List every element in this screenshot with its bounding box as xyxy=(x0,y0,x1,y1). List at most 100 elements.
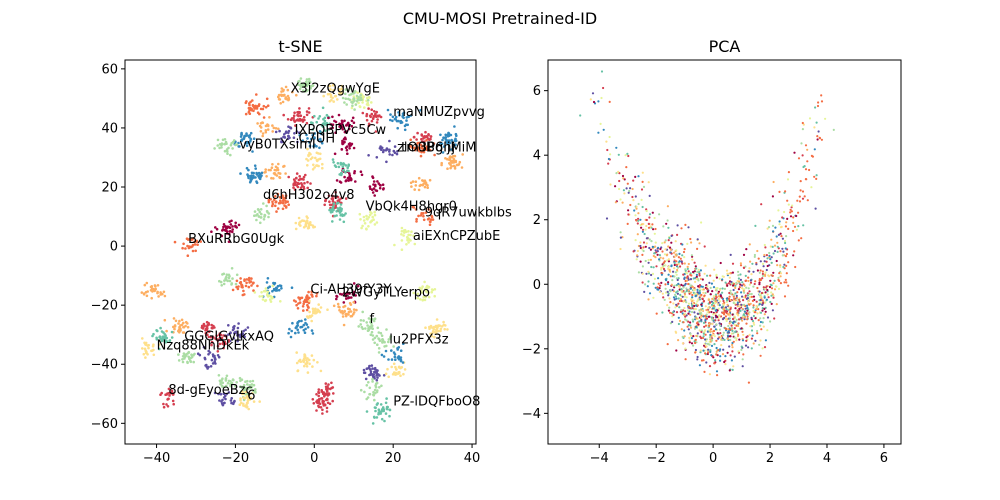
tsne-point xyxy=(336,195,340,199)
pca-point xyxy=(678,252,681,255)
pca-point xyxy=(619,247,622,251)
tsne-point xyxy=(150,349,153,353)
pca-point xyxy=(675,284,678,287)
pca-point xyxy=(745,279,748,282)
pca-point xyxy=(756,286,759,290)
pca-point xyxy=(766,227,769,230)
tsne-point xyxy=(317,303,321,306)
tsne-point xyxy=(395,368,398,371)
tsne-point xyxy=(367,124,371,128)
tsne-point xyxy=(193,240,196,244)
tsne-point xyxy=(338,308,341,312)
tsne-point xyxy=(340,213,344,217)
tsne-point xyxy=(365,321,369,324)
tsne-point xyxy=(444,133,448,137)
tsne-point xyxy=(282,165,285,168)
pca-point xyxy=(669,290,672,293)
tsne-point xyxy=(455,134,458,137)
pca-point xyxy=(783,263,786,266)
pca-points xyxy=(579,70,835,384)
tsne-point xyxy=(225,374,229,378)
tsne-point xyxy=(151,344,155,348)
tsne-point xyxy=(415,220,418,223)
tsne-point xyxy=(414,180,418,183)
pca-point xyxy=(646,285,649,288)
tsne-annotation: IXPQBPVc5Cw xyxy=(295,123,387,138)
tsne-point xyxy=(385,328,388,331)
tsne-point xyxy=(274,195,277,198)
tsne-point xyxy=(299,296,302,300)
tsne-point xyxy=(373,416,376,419)
tsne-point xyxy=(315,409,318,412)
tsne-point xyxy=(295,303,298,307)
pca-point xyxy=(704,264,707,267)
pca-point xyxy=(675,297,678,300)
tsne-point xyxy=(354,180,357,183)
pca-point xyxy=(806,148,809,151)
pca-point xyxy=(661,250,664,253)
pca-point xyxy=(693,311,696,314)
tsne-ytick-label: −60 xyxy=(91,417,118,432)
pca-point xyxy=(607,157,611,161)
pca-point xyxy=(669,301,672,304)
tsne-point xyxy=(311,224,315,227)
pca-point xyxy=(704,324,708,327)
tsne-point xyxy=(371,191,375,194)
pca-point xyxy=(762,265,765,268)
pca-point xyxy=(761,347,764,350)
pca-point xyxy=(802,123,805,126)
pca-point xyxy=(733,323,736,326)
tsne-point xyxy=(190,353,193,357)
pca-point xyxy=(667,309,671,312)
tsne-point xyxy=(245,281,248,285)
tsne-point xyxy=(163,318,167,322)
pca-point xyxy=(606,148,609,152)
pca-point xyxy=(687,302,691,305)
tsne-point xyxy=(288,327,291,331)
tsne-point xyxy=(378,374,381,377)
pca-point xyxy=(636,222,639,225)
tsne-point xyxy=(307,226,311,229)
pca-point xyxy=(695,273,699,276)
tsne-point xyxy=(294,331,297,335)
pca-point xyxy=(711,322,714,326)
tsne-point xyxy=(142,293,146,296)
tsne-point xyxy=(401,361,405,364)
tsne-point xyxy=(258,176,262,180)
pca-point xyxy=(667,267,670,270)
pca-point xyxy=(664,278,667,281)
tsne-point xyxy=(379,403,383,406)
tsne-point xyxy=(310,293,313,296)
tsne-point xyxy=(311,128,315,131)
pca-point xyxy=(641,228,645,231)
pca-point xyxy=(716,309,719,312)
pca-point xyxy=(817,130,820,133)
pca-point xyxy=(672,270,675,273)
pca-point xyxy=(702,315,705,318)
tsne-point xyxy=(323,129,327,132)
tsne-point xyxy=(213,354,216,358)
pca-point xyxy=(692,344,695,347)
tsne-point xyxy=(181,246,184,250)
tsne-point xyxy=(306,82,309,86)
pca-point xyxy=(712,295,716,298)
pca-point xyxy=(784,241,787,245)
pca-point xyxy=(748,243,751,246)
tsne-point xyxy=(270,176,273,180)
tsne-point xyxy=(147,346,150,350)
pca-point xyxy=(751,334,754,337)
tsne-point xyxy=(306,147,309,151)
tsne-point xyxy=(306,164,309,167)
pca-point xyxy=(697,285,700,288)
tsne-point xyxy=(232,337,236,340)
pca-point xyxy=(636,233,639,236)
tsne-point xyxy=(246,326,250,329)
tsne-point xyxy=(426,186,430,189)
pca-point xyxy=(672,311,675,314)
pca-point xyxy=(682,321,685,324)
tsne-point xyxy=(263,171,267,174)
tsne-point xyxy=(410,230,413,233)
tsne-point xyxy=(312,163,315,167)
tsne-point xyxy=(331,115,334,119)
tsne-point xyxy=(298,79,301,83)
